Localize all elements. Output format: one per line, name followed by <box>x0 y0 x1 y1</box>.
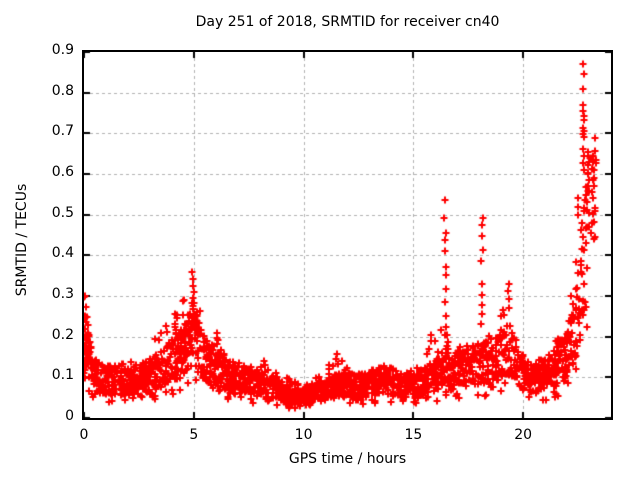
chart-title: Day 251 of 2018, SRMTID for receiver cn4… <box>195 14 500 30</box>
y-tick-label: 0.4 <box>51 245 74 262</box>
x-tick-label: 15 <box>404 427 423 443</box>
x-axis-label: GPS time / hours <box>288 451 407 467</box>
y-tick-label: 0.5 <box>51 204 74 221</box>
plot-area <box>82 50 613 420</box>
x-tick-label: 0 <box>79 427 89 443</box>
y-tick-label: 0.6 <box>51 164 74 180</box>
x-tick-label: 5 <box>189 427 199 443</box>
x-tick-label: 10 <box>294 427 313 443</box>
y-tick-label: 0.7 <box>51 123 74 140</box>
y-tick-label: 0.8 <box>51 82 74 99</box>
plot-canvas <box>84 52 611 418</box>
y-tick-label: 0.3 <box>51 286 74 302</box>
y-tick-label: 0 <box>65 408 74 424</box>
y-tick-label: 0.1 <box>51 367 74 384</box>
x-tick-label: 20 <box>514 427 533 443</box>
y-tick-label: 0.9 <box>51 42 74 58</box>
y-tick-label: 0.2 <box>51 326 74 343</box>
